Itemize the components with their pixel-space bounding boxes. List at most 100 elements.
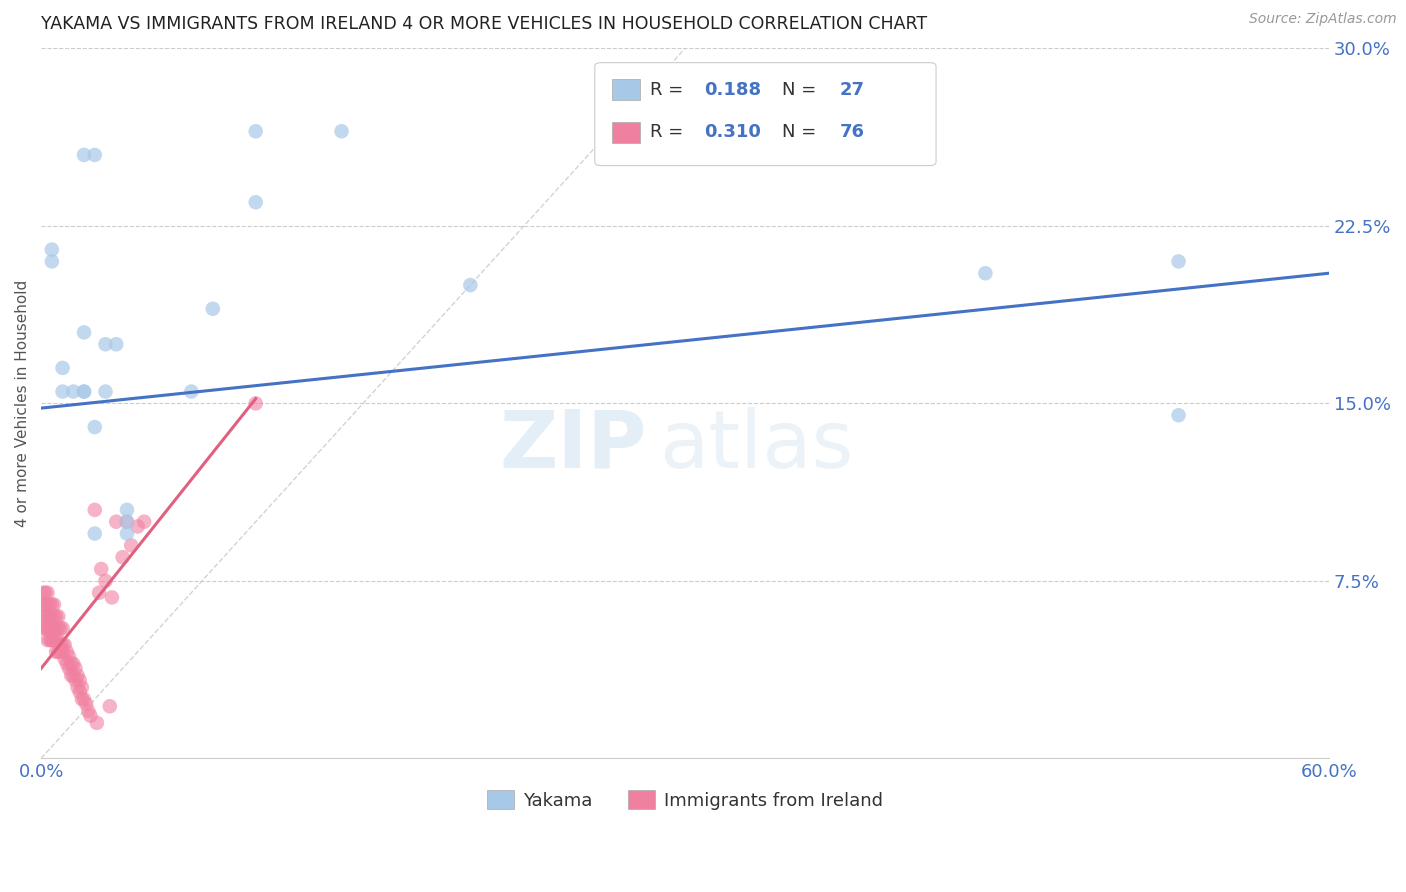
Point bbox=[52, 638, 75, 652]
Text: 0.310: 0.310 bbox=[704, 123, 761, 141]
Point bbox=[73, 692, 96, 706]
Point bbox=[34, 598, 56, 612]
Point bbox=[115, 515, 138, 529]
Legend: Yakama, Immigrants from Ireland: Yakama, Immigrants from Ireland bbox=[479, 783, 890, 817]
Point bbox=[83, 420, 105, 434]
Y-axis label: 4 or more Vehicles in Household: 4 or more Vehicles in Household bbox=[15, 280, 30, 527]
Point bbox=[66, 668, 89, 682]
Point bbox=[94, 574, 117, 588]
Point bbox=[32, 585, 55, 599]
Point bbox=[41, 609, 63, 624]
Text: 0.188: 0.188 bbox=[704, 80, 762, 99]
FancyBboxPatch shape bbox=[595, 62, 936, 166]
Point bbox=[37, 621, 59, 635]
Point bbox=[201, 301, 224, 316]
Point bbox=[52, 384, 75, 399]
Point bbox=[41, 633, 63, 648]
Point bbox=[45, 609, 67, 624]
Point bbox=[83, 526, 105, 541]
Point bbox=[46, 645, 69, 659]
Point bbox=[60, 657, 83, 671]
Point bbox=[41, 633, 63, 648]
Point bbox=[87, 585, 110, 599]
Point bbox=[46, 609, 69, 624]
Point bbox=[1167, 408, 1189, 422]
Point bbox=[46, 633, 69, 648]
Point bbox=[49, 621, 72, 635]
Point bbox=[83, 148, 105, 162]
Point bbox=[38, 633, 60, 648]
Point bbox=[34, 621, 56, 635]
Point bbox=[77, 704, 100, 718]
Text: 27: 27 bbox=[839, 80, 865, 99]
Point bbox=[73, 148, 96, 162]
Point bbox=[45, 621, 67, 635]
Point bbox=[56, 645, 79, 659]
Point bbox=[42, 609, 65, 624]
Point bbox=[52, 645, 75, 659]
Point bbox=[46, 621, 69, 635]
Point bbox=[53, 638, 76, 652]
Point bbox=[49, 645, 72, 659]
Point bbox=[41, 254, 63, 268]
Point bbox=[86, 715, 108, 730]
Point bbox=[245, 195, 267, 210]
Point bbox=[38, 609, 60, 624]
Text: R =: R = bbox=[650, 123, 689, 141]
Point bbox=[460, 278, 482, 293]
Point bbox=[75, 697, 97, 711]
Point bbox=[58, 661, 80, 675]
Point bbox=[98, 699, 121, 714]
Point bbox=[42, 621, 65, 635]
Point bbox=[32, 621, 55, 635]
Point bbox=[41, 621, 63, 635]
Text: 76: 76 bbox=[839, 123, 865, 141]
Point bbox=[134, 515, 156, 529]
Point bbox=[101, 591, 124, 605]
Point bbox=[56, 657, 79, 671]
Text: atlas: atlas bbox=[659, 407, 853, 485]
Point bbox=[105, 337, 128, 351]
Point bbox=[73, 326, 96, 340]
Point bbox=[70, 681, 93, 695]
Point bbox=[69, 673, 91, 688]
Point bbox=[115, 526, 138, 541]
Point bbox=[65, 661, 87, 675]
Point bbox=[62, 668, 84, 682]
Point bbox=[94, 384, 117, 399]
Point bbox=[41, 243, 63, 257]
Text: Source: ZipAtlas.com: Source: ZipAtlas.com bbox=[1249, 12, 1396, 26]
Point bbox=[52, 360, 75, 375]
Point bbox=[69, 685, 91, 699]
Point bbox=[115, 503, 138, 517]
Point bbox=[52, 621, 75, 635]
Point bbox=[330, 124, 353, 138]
Point bbox=[65, 673, 87, 688]
Point bbox=[111, 550, 134, 565]
Point bbox=[62, 657, 84, 671]
Point bbox=[115, 515, 138, 529]
Point bbox=[37, 598, 59, 612]
Point bbox=[66, 681, 89, 695]
Point bbox=[42, 633, 65, 648]
Point bbox=[83, 503, 105, 517]
Text: N =: N = bbox=[782, 123, 821, 141]
Point bbox=[245, 396, 267, 410]
Point bbox=[32, 598, 55, 612]
Point bbox=[62, 384, 84, 399]
Point bbox=[37, 609, 59, 624]
Point bbox=[45, 645, 67, 659]
Text: YAKAMA VS IMMIGRANTS FROM IRELAND 4 OR MORE VEHICLES IN HOUSEHOLD CORRELATION CH: YAKAMA VS IMMIGRANTS FROM IRELAND 4 OR M… bbox=[41, 15, 927, 33]
Point bbox=[49, 638, 72, 652]
Point bbox=[120, 538, 142, 552]
Point bbox=[180, 384, 202, 399]
Point bbox=[94, 337, 117, 351]
Point bbox=[974, 266, 997, 280]
Point bbox=[42, 598, 65, 612]
Point bbox=[53, 652, 76, 666]
Point bbox=[105, 515, 128, 529]
Text: R =: R = bbox=[650, 80, 689, 99]
Point bbox=[34, 585, 56, 599]
Point bbox=[32, 609, 55, 624]
Point bbox=[245, 124, 267, 138]
